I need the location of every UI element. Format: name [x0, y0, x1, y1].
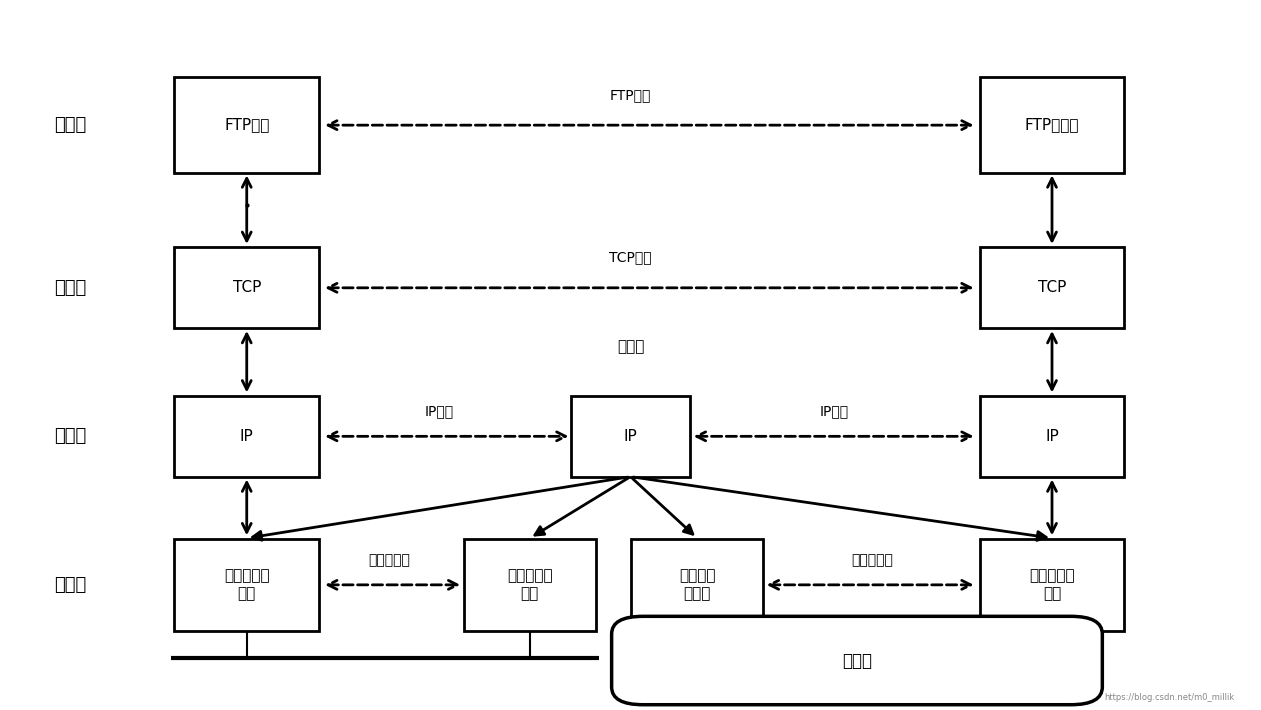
Bar: [174, 539, 319, 630]
Bar: [174, 247, 319, 329]
Bar: [980, 539, 1125, 630]
Text: IP协议: IP协议: [425, 405, 454, 419]
Bar: [980, 247, 1125, 329]
Text: 令牌环协议: 令牌环协议: [851, 553, 893, 567]
Text: 令牌环驱动
程序: 令牌环驱动 程序: [1029, 569, 1074, 601]
Text: 网络层: 网络层: [54, 427, 87, 445]
FancyBboxPatch shape: [612, 616, 1102, 705]
Text: IP: IP: [240, 429, 253, 444]
Text: 路由器: 路由器: [617, 339, 644, 354]
Text: 以太网驱动
程序: 以太网驱动 程序: [507, 569, 552, 601]
Text: https://blog.csdn.net/m0_millik: https://blog.csdn.net/m0_millik: [1105, 692, 1235, 701]
Bar: [174, 395, 319, 477]
Text: 令牌环驱
动程序: 令牌环驱 动程序: [678, 569, 715, 601]
Bar: [174, 77, 319, 173]
Bar: [980, 77, 1125, 173]
Text: FTP客户: FTP客户: [224, 118, 270, 133]
Text: 应用层: 应用层: [54, 116, 87, 134]
Bar: [464, 539, 596, 630]
Text: FTP服务器: FTP服务器: [1025, 118, 1079, 133]
Text: TCP: TCP: [232, 280, 261, 295]
Text: TCP协议: TCP协议: [609, 251, 652, 264]
Bar: [630, 539, 763, 630]
Text: IP协议: IP协议: [820, 405, 849, 419]
Text: 链路层: 链路层: [54, 576, 87, 594]
Text: IP: IP: [1045, 429, 1059, 444]
Text: 以太网协议: 以太网协议: [368, 553, 410, 567]
Bar: [571, 395, 690, 477]
Text: FTP协议: FTP协议: [610, 88, 651, 102]
Text: IP: IP: [624, 429, 637, 444]
Bar: [980, 395, 1125, 477]
Text: 令牌环: 令牌环: [842, 652, 871, 670]
Text: TCP: TCP: [1038, 280, 1067, 295]
Text: 传输层: 传输层: [54, 279, 87, 297]
Text: 以太网驱动
程序: 以太网驱动 程序: [224, 569, 270, 601]
